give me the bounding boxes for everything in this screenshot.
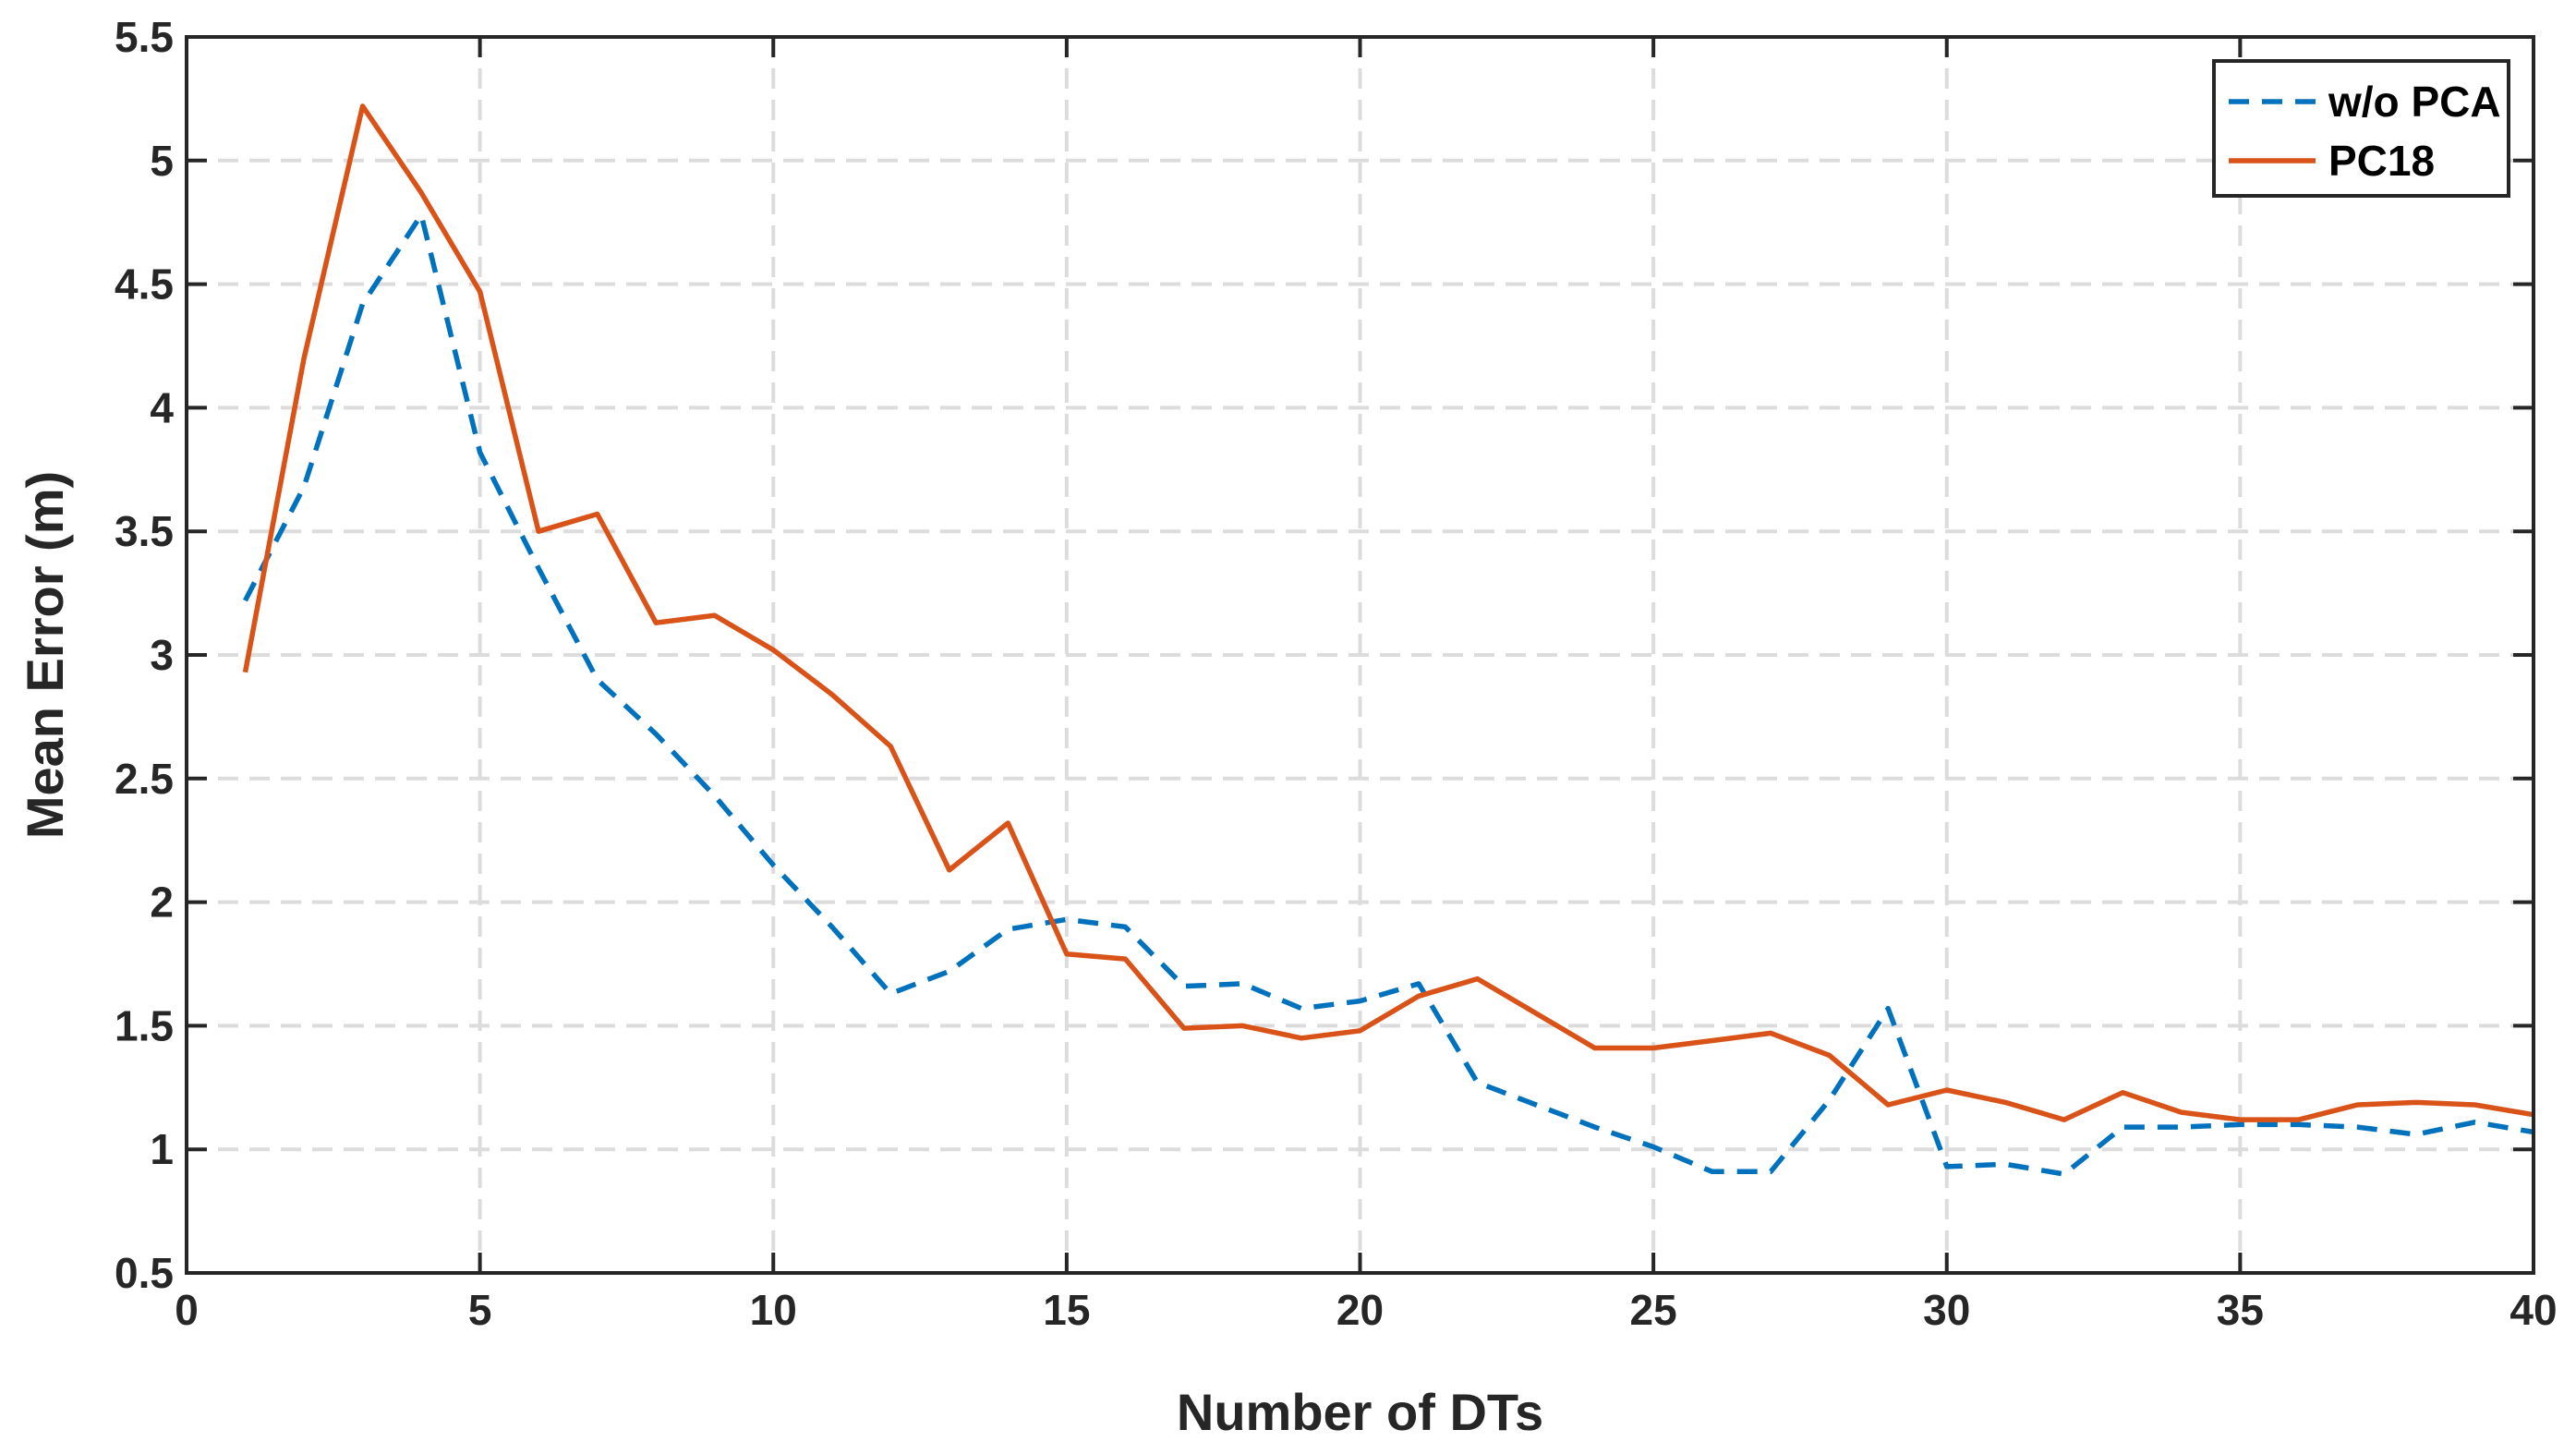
legend-label-1: PC18	[2328, 137, 2435, 185]
ticks	[185, 35, 2535, 1275]
y-tick-label-8: 4.5	[115, 261, 174, 309]
x-tick-label-6: 30	[1923, 1286, 1970, 1334]
y-tick-label-3: 2	[150, 878, 174, 927]
x-tick-label-8: 40	[2509, 1286, 2557, 1334]
x-tick-label-4: 20	[1336, 1286, 1384, 1334]
tick-labels: 0 5 10 15 20 25 30 35 40 0.5 1 1.5 2 2.5 3 3.5 4 4.5 5 5.5	[115, 13, 2558, 1334]
x-tick-label-1: 5	[468, 1286, 492, 1334]
y-axis-label: Mean Error (m)	[16, 471, 74, 839]
y-tick-label-0: 0.5	[115, 1249, 174, 1297]
x-tick-label-7: 35	[2217, 1286, 2264, 1334]
y-tick-label-4: 2.5	[115, 755, 174, 803]
y-tick-label-5: 3	[150, 631, 174, 679]
x-tick-label-5: 25	[1630, 1286, 1677, 1334]
x-tick-label-3: 15	[1043, 1286, 1090, 1334]
grid-lines	[187, 37, 2534, 1273]
legend: w/o PCA PC18	[2212, 59, 2510, 198]
series-layer	[242, 103, 2534, 1177]
x-axis-label: Number of DTs	[1177, 1383, 1543, 1441]
legend-box	[2212, 59, 2510, 198]
y-tick-label-9: 5	[150, 137, 174, 185]
y-tick-label-10: 5.5	[115, 13, 174, 61]
series-line-0	[243, 212, 2534, 1177]
y-tick-label-6: 3.5	[115, 507, 174, 555]
y-tick-label-2: 1.5	[115, 1001, 174, 1049]
y-tick-label-7: 4	[150, 383, 174, 431]
series-line-1	[242, 103, 2534, 1122]
y-tick-label-1: 1	[150, 1125, 174, 1173]
x-tick-label-0: 0	[175, 1286, 199, 1334]
x-tick-label-2: 10	[750, 1286, 797, 1334]
legend-label-0: w/o PCA	[2328, 78, 2501, 126]
